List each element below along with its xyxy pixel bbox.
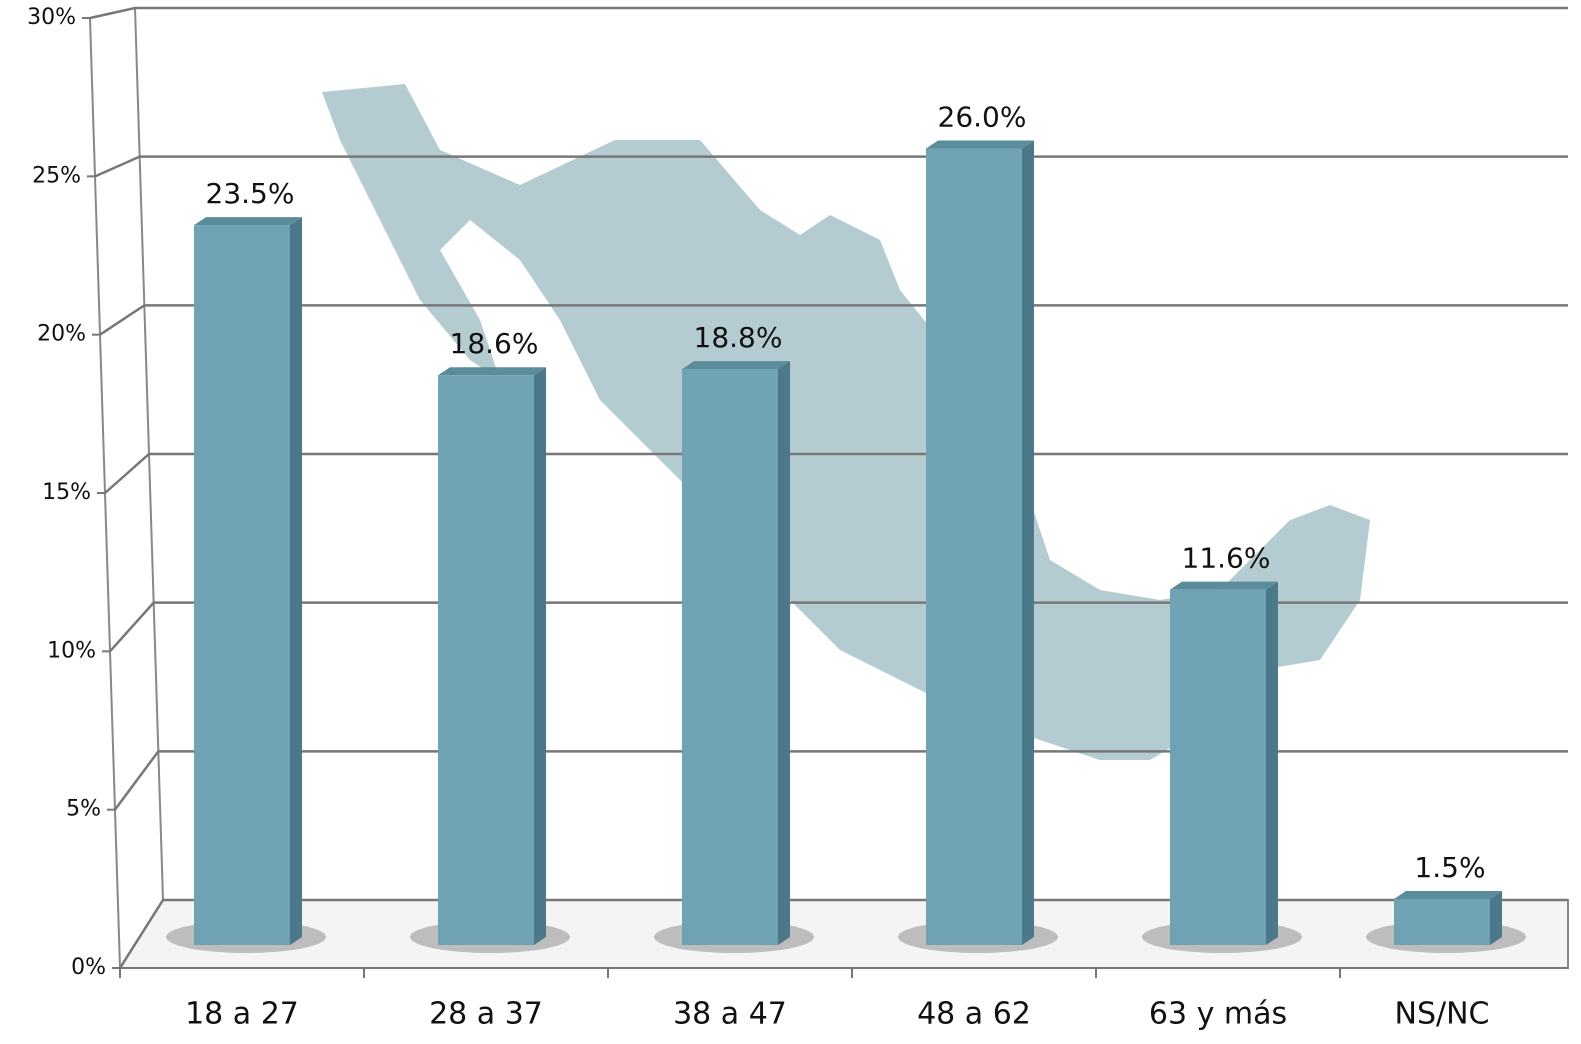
- bar-side: [290, 217, 302, 945]
- bar-top: [926, 140, 1034, 149]
- bar-side: [778, 361, 790, 945]
- y-tick-label: 10%: [47, 638, 96, 663]
- bar-top: [682, 361, 790, 370]
- side-wall: [88, 6, 165, 972]
- value-label: 11.6%: [1182, 542, 1271, 575]
- floor: [118, 899, 1569, 969]
- x-tick-label: 18 a 27: [185, 997, 299, 1032]
- bar-side: [1266, 581, 1278, 945]
- bar: [438, 375, 534, 946]
- y-tick-label: 15%: [42, 480, 91, 505]
- x-tick-label: 48 a 62: [917, 997, 1031, 1032]
- grid-line: [89, 6, 1568, 20]
- grid-line: [118, 898, 1568, 969]
- grid-line: [104, 452, 1568, 494]
- bar-top: [194, 217, 302, 226]
- bar: [1170, 589, 1266, 945]
- grid-line: [94, 155, 1568, 178]
- y-tick-label: 0%: [71, 955, 106, 980]
- bar: [1394, 899, 1490, 945]
- grid-line: [99, 304, 1568, 336]
- bar: [926, 148, 1022, 946]
- y-tick-label: 25%: [32, 163, 81, 188]
- grid-line: [109, 601, 1568, 653]
- grid-line: [113, 750, 1568, 811]
- bar-top: [1170, 581, 1278, 590]
- bar-side: [1490, 891, 1502, 945]
- value-label: 18.8%: [694, 321, 783, 354]
- value-label: 1.5%: [1414, 851, 1485, 884]
- x-tick-label: 28 a 37: [429, 997, 543, 1032]
- bar: [194, 225, 290, 945]
- x-tick-label: 38 a 47: [673, 997, 787, 1032]
- x-tick-label: NS/NC: [1395, 997, 1490, 1032]
- bar-top: [438, 367, 546, 376]
- value-label: 18.6%: [450, 327, 539, 360]
- map-background: [322, 84, 1370, 760]
- bar: [682, 369, 778, 945]
- bar-side: [534, 367, 546, 946]
- y-tick-label: 5%: [66, 797, 101, 822]
- y-tick-label: 30%: [27, 5, 76, 30]
- value-label: 23.5%: [206, 177, 295, 210]
- x-tick-label: 63 y más: [1149, 997, 1287, 1032]
- value-label: 26.0%: [938, 101, 1027, 134]
- y-tick-label: 20%: [37, 322, 86, 347]
- bar-top: [1394, 891, 1502, 900]
- bar-side: [1022, 140, 1034, 946]
